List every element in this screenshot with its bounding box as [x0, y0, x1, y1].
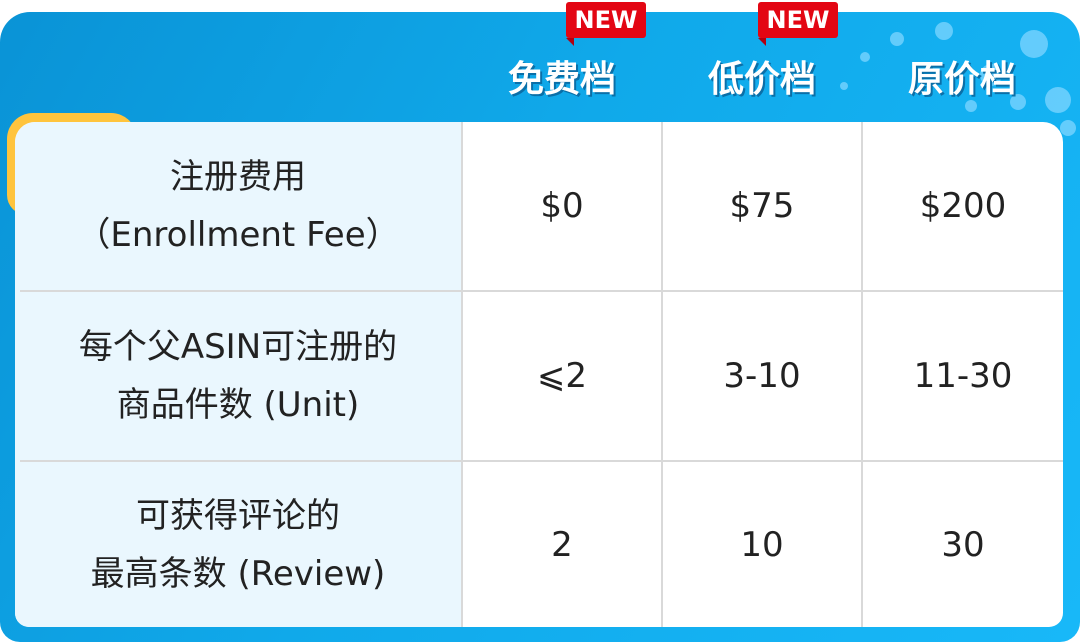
column-header-low: 低价档	[707, 59, 816, 100]
row-label-line: （Enrollment Fee）	[76, 215, 400, 255]
cell-value: 10	[740, 524, 784, 565]
cell-value: $75	[729, 186, 795, 226]
new-badge: NEW	[758, 2, 838, 46]
cell-value: ⩽2	[536, 356, 588, 396]
divider	[661, 122, 663, 627]
row-label-line: 可获得评论的	[136, 495, 340, 536]
decor-dot	[890, 32, 904, 46]
decor-dot	[1060, 120, 1076, 136]
row-label-line: 注册费用	[170, 157, 306, 197]
cell-value: 11-30	[913, 356, 1013, 396]
row-label-units: 每个父ASIN可注册的 商品件数 (Unit)	[15, 292, 461, 460]
decor-dot	[1045, 87, 1071, 113]
divider	[461, 122, 463, 627]
decor-dot	[840, 82, 848, 90]
column-header-original: 原价档	[907, 59, 1016, 100]
decor-dot	[935, 22, 953, 40]
decor-dot	[1010, 94, 1026, 110]
new-badge: NEW	[566, 2, 646, 46]
row-label-line: 每个父ASIN可注册的	[78, 327, 398, 367]
row-label-reviews: 可获得评论的 最高条数 (Review)	[15, 462, 461, 627]
decor-dot	[1020, 30, 1048, 58]
divider	[861, 122, 863, 627]
row-label-line: 最高条数 (Review)	[90, 553, 386, 594]
row-label-enrollment-fee: 注册费用 （Enrollment Fee）	[15, 122, 461, 290]
label-column	[15, 122, 462, 627]
row-label-line: 商品件数 (Unit)	[116, 385, 360, 425]
decor-dot	[965, 100, 977, 112]
pricing-table: 注册费用 （Enrollment Fee） $0 $75 $200 每个父ASI…	[15, 122, 1063, 627]
decor-dot	[980, 64, 1002, 86]
cell-value: 2	[551, 524, 573, 565]
divider	[20, 290, 1063, 292]
divider	[20, 460, 1063, 462]
column-header-free: 免费档	[507, 59, 616, 100]
cell-value: 30	[941, 524, 985, 565]
decor-dot	[860, 52, 870, 62]
cell-value: 3-10	[723, 356, 801, 396]
cell-value: $200	[919, 186, 1007, 226]
cell-value: $0	[540, 186, 584, 226]
